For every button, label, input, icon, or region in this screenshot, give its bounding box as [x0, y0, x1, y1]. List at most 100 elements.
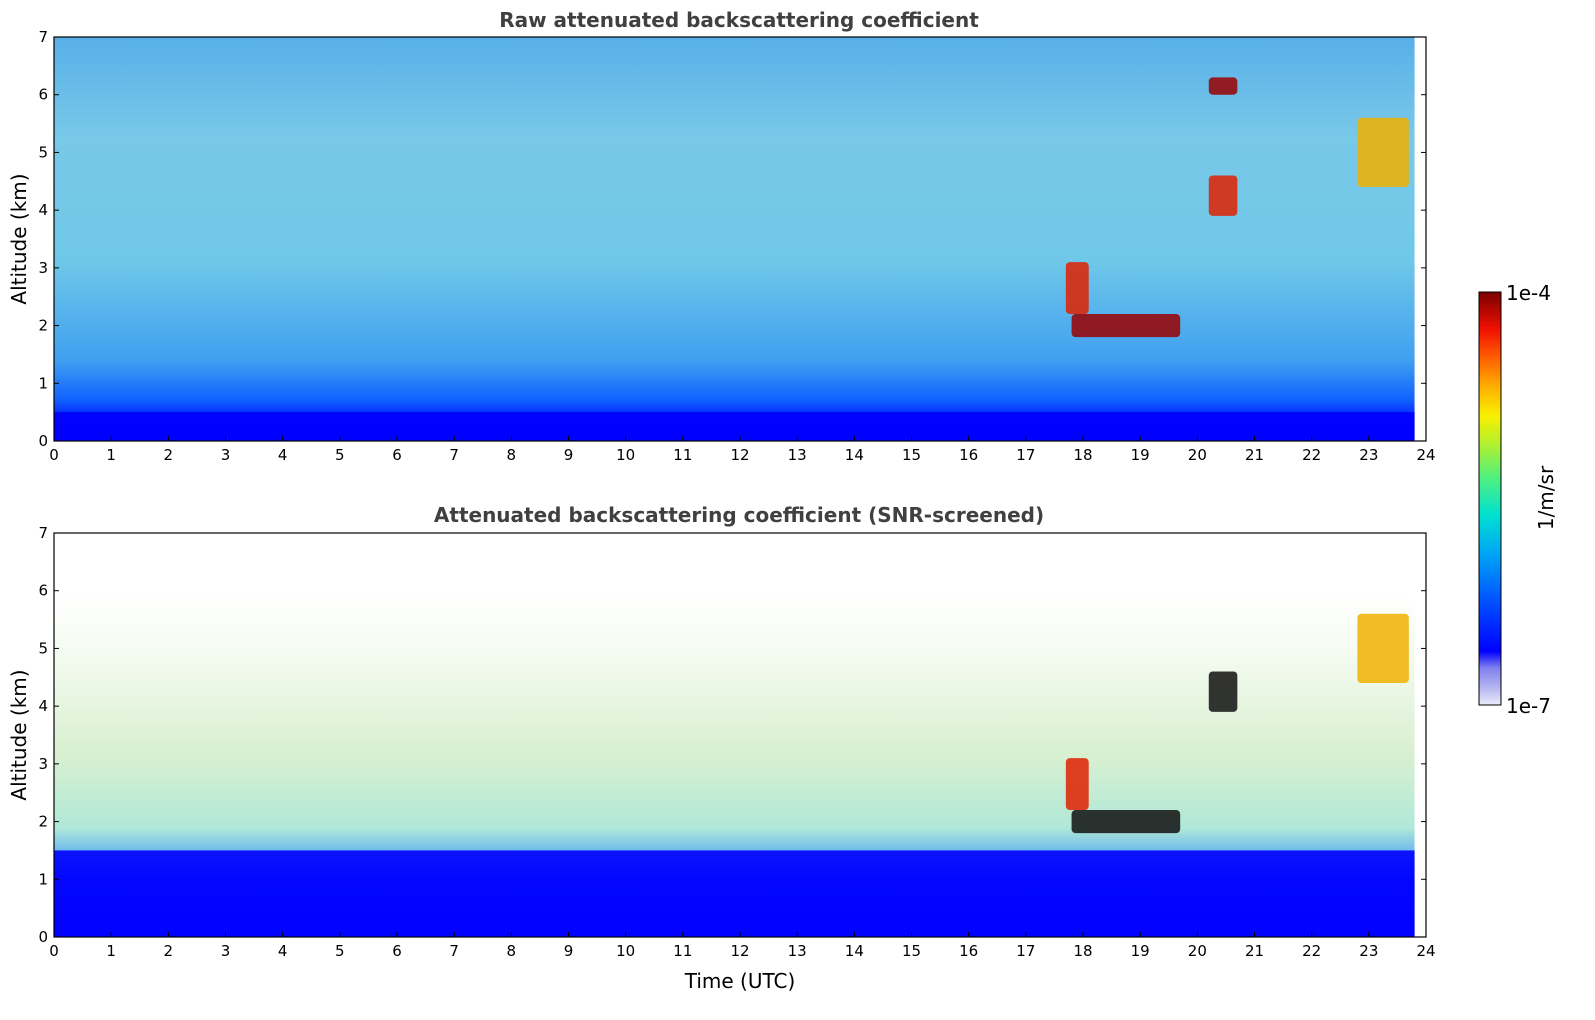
y-tick-label: 0 [38, 432, 48, 450]
x-tick-label: 9 [564, 446, 574, 464]
x-axis-label: Time (UTC) [684, 969, 796, 993]
x-tick-label: 16 [959, 942, 978, 960]
snr-panel-title: Attenuated backscattering coefficient (S… [434, 503, 1044, 527]
layer-cloud [1357, 613, 1409, 684]
no-data-region [1414, 37, 1426, 441]
x-tick-label: 20 [1188, 942, 1207, 960]
y-tick-label: 1 [38, 374, 48, 392]
x-tick-label: 18 [1073, 942, 1092, 960]
x-tick-label: 4 [278, 446, 288, 464]
x-tick-label: 9 [564, 942, 574, 960]
x-tick-label: 20 [1188, 446, 1207, 464]
x-tick-label: 8 [507, 446, 517, 464]
x-tick-label: 7 [449, 446, 459, 464]
y-tick-label: 2 [38, 813, 48, 831]
x-tick-label: 5 [335, 446, 345, 464]
x-tick-label: 21 [1245, 942, 1264, 960]
x-tick-label: 6 [392, 942, 402, 960]
raw-y-axis-label: Altitude (km) [7, 173, 31, 304]
snr-x-axis: 0 1 2 3 4 5 6 7 8 9 10 11 12 13 14 15 16 17 18 19 20 21 22 23 24 [49, 932, 1436, 960]
layer-aerosol-plume [1065, 758, 1089, 811]
x-tick-label: 6 [392, 446, 402, 464]
x-tick-label: 19 [1131, 942, 1150, 960]
layer-aerosol-layer [1071, 810, 1181, 834]
raw-x-axis: 0 1 2 3 4 5 6 7 8 9 10 11 12 13 14 15 16 17 18 19 20 21 22 23 24 [49, 436, 1436, 464]
x-tick-label: 23 [1359, 446, 1378, 464]
x-tick-label: 22 [1302, 942, 1321, 960]
snr-y-axis-label: Altitude (km) [7, 669, 31, 800]
raw-backscatter-panel: Raw attenuated backscattering coefficien… [7, 8, 1436, 464]
x-tick-label: 14 [845, 446, 864, 464]
y-tick-label: 4 [38, 697, 48, 715]
y-tick-label: 7 [38, 524, 48, 542]
x-tick-label: 13 [788, 446, 807, 464]
x-tick-label: 10 [616, 446, 635, 464]
x-tick-label: 22 [1302, 446, 1321, 464]
y-tick-label: 7 [38, 28, 48, 46]
x-tick-label: 17 [1016, 446, 1035, 464]
colorbar-unit-label: 1/m/sr [1534, 465, 1558, 530]
x-tick-label: 0 [49, 446, 59, 464]
x-tick-label: 1 [106, 446, 116, 464]
snr-plot-marks [54, 533, 1426, 937]
x-tick-label: 19 [1131, 446, 1150, 464]
x-tick-label: 12 [730, 446, 749, 464]
colorbar-min-label: 1e-7 [1506, 694, 1551, 718]
y-tick-label: 3 [38, 755, 48, 773]
x-tick-label: 21 [1245, 446, 1264, 464]
raw-y-axis: 0 1 2 3 4 5 6 7 [38, 28, 1426, 450]
layer-surface-boundary-layer [54, 412, 1415, 441]
x-tick-label: 2 [164, 446, 174, 464]
colorbar: 1e-4 1e-7 1/m/sr [1478, 281, 1558, 718]
y-tick-label: 6 [38, 582, 48, 600]
x-tick-label: 23 [1359, 942, 1378, 960]
x-tick-label: 24 [1416, 446, 1435, 464]
x-tick-label: 13 [788, 942, 807, 960]
layer-cloud [1208, 671, 1238, 712]
y-tick-label: 0 [38, 928, 48, 946]
x-tick-label: 11 [673, 446, 692, 464]
x-tick-label: 0 [49, 942, 59, 960]
colorbar-gradient [1478, 291, 1502, 706]
x-tick-label: 15 [902, 942, 921, 960]
x-tick-label: 18 [1073, 446, 1092, 464]
x-tick-label: 4 [278, 942, 288, 960]
x-tick-label: 5 [335, 942, 345, 960]
colorbar-max-label: 1e-4 [1506, 281, 1551, 305]
y-tick-label: 5 [38, 143, 48, 161]
raw-plot-background [54, 37, 1426, 441]
layer-cloud [1208, 77, 1238, 95]
x-tick-label: 1 [106, 942, 116, 960]
y-tick-label: 1 [38, 870, 48, 888]
raw-plot-marks [54, 37, 1426, 441]
no-data-region [1414, 533, 1426, 937]
x-tick-label: 3 [221, 942, 231, 960]
x-tick-label: 8 [507, 942, 517, 960]
layer-cloud [1357, 117, 1409, 188]
x-tick-label: 14 [845, 942, 864, 960]
snr-y-axis: 0 1 2 3 4 5 6 7 [38, 524, 1426, 946]
layer-boundary-layer [54, 850, 1415, 937]
x-tick-label: 7 [449, 942, 459, 960]
y-tick-label: 3 [38, 259, 48, 277]
y-tick-label: 6 [38, 86, 48, 104]
x-tick-label: 2 [164, 942, 174, 960]
x-tick-label: 15 [902, 446, 921, 464]
layer-aerosol-layer [1071, 314, 1181, 338]
layer-aerosol-plume [1065, 262, 1089, 315]
x-tick-label: 10 [616, 942, 635, 960]
layer-cloud [1208, 175, 1238, 216]
x-tick-label: 16 [959, 446, 978, 464]
x-tick-label: 11 [673, 942, 692, 960]
x-tick-label: 12 [730, 942, 749, 960]
x-tick-label: 3 [221, 446, 231, 464]
raw-panel-title: Raw attenuated backscattering coefficien… [499, 8, 979, 32]
y-tick-label: 4 [38, 201, 48, 219]
y-tick-label: 5 [38, 639, 48, 657]
snr-screened-panel: Attenuated backscattering coefficient (S… [7, 503, 1436, 993]
x-tick-label: 24 [1416, 942, 1435, 960]
y-tick-label: 2 [38, 317, 48, 335]
x-tick-label: 17 [1016, 942, 1035, 960]
